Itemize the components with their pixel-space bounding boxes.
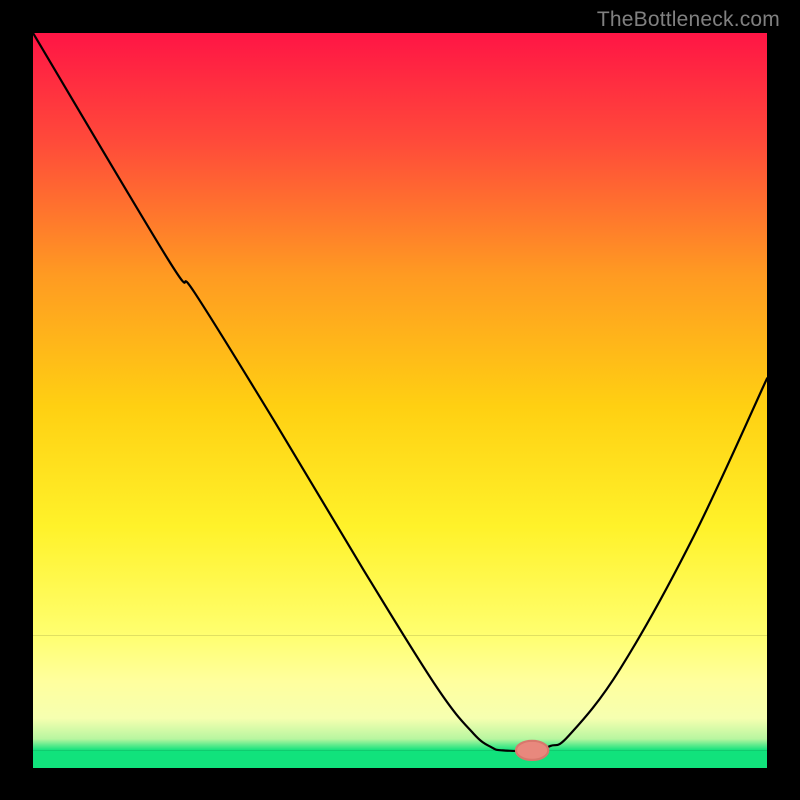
- attribution-label: TheBottleneck.com: [597, 8, 780, 32]
- bottleneck-curve-chart: [33, 33, 767, 768]
- chart-frame: TheBottleneck.com: [0, 0, 800, 800]
- floor-strip: [33, 750, 767, 768]
- gradient-backdrop: [33, 33, 767, 636]
- optimal-point-marker: [516, 741, 548, 760]
- plot-area: [33, 33, 767, 768]
- gradient-light-band: [33, 636, 767, 751]
